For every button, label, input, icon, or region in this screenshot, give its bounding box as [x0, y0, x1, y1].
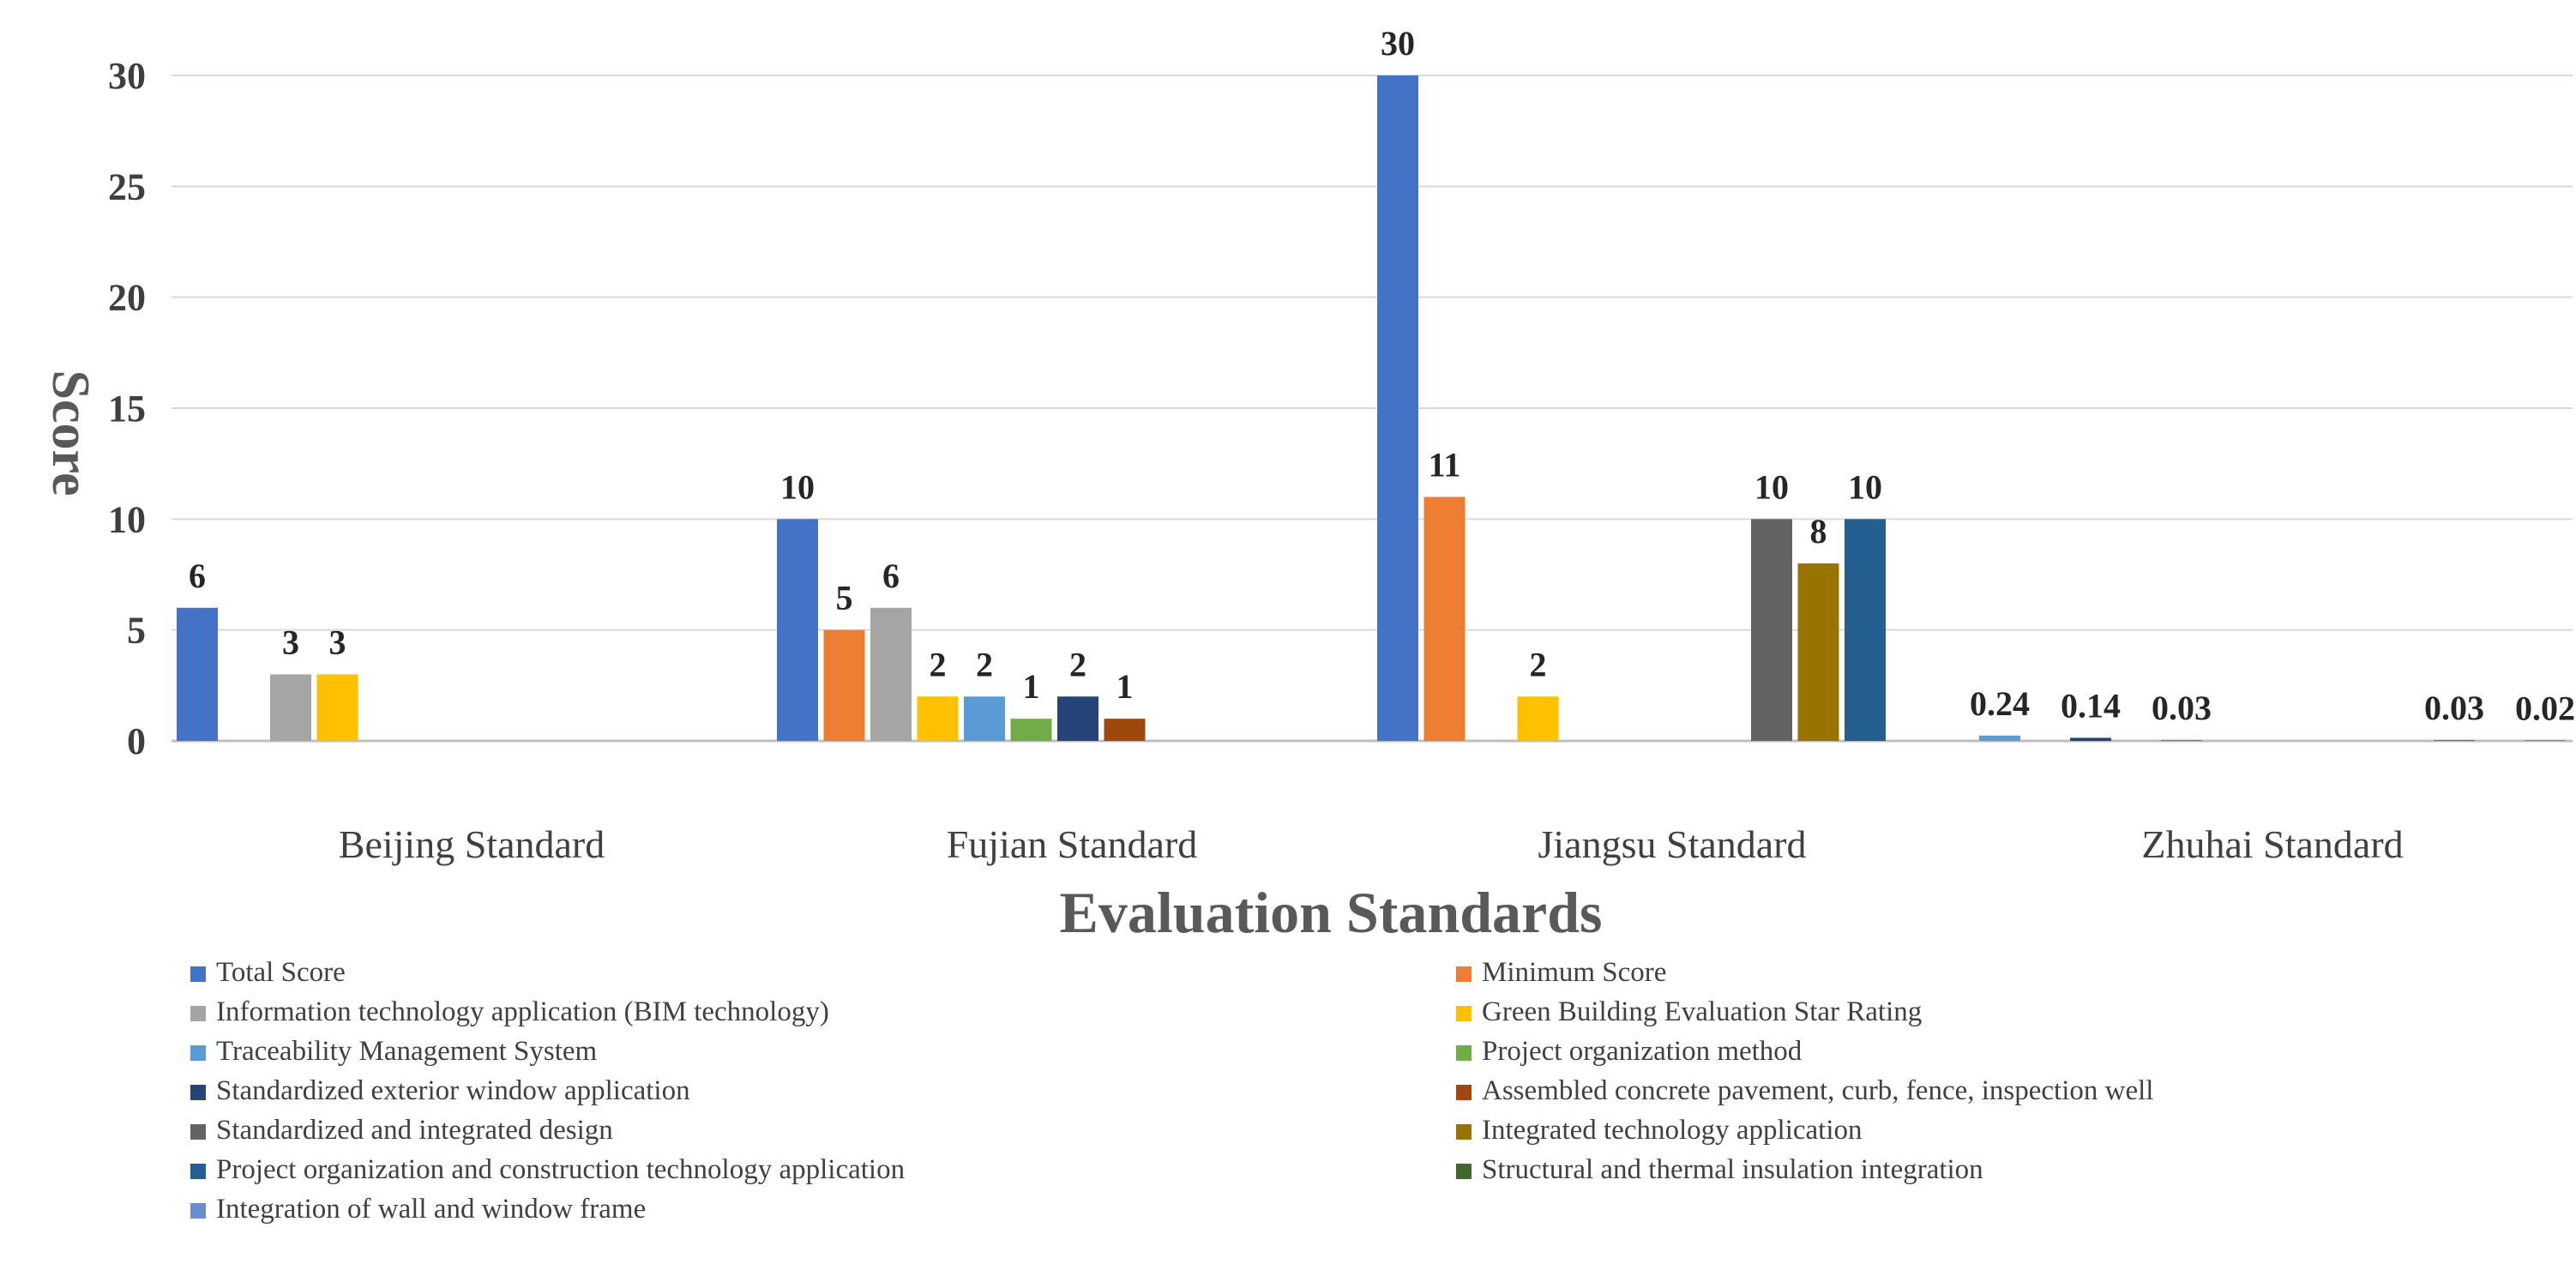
legend-swatch — [1456, 1085, 1472, 1100]
bar — [1751, 519, 1792, 741]
data-label: 1 — [1116, 667, 1134, 706]
x-axis-title: Evaluation Standards — [1060, 880, 1603, 945]
data-label: 6 — [882, 557, 900, 595]
bar — [177, 607, 218, 741]
bar — [1845, 519, 1886, 741]
data-label: 10 — [1848, 467, 1882, 506]
bar — [823, 629, 865, 741]
legend-swatch — [1456, 966, 1472, 982]
bar — [964, 696, 1005, 741]
data-label: 2 — [930, 645, 947, 683]
bar — [2525, 740, 2566, 741]
data-label: 0.03 — [2152, 689, 2212, 727]
data-label: 3 — [329, 623, 346, 661]
legend-label: Information technology application (BIM … — [216, 996, 829, 1027]
legend-swatch — [190, 1164, 206, 1179]
legend-label: Integration of wall and window frame — [216, 1194, 646, 1225]
bar — [2434, 740, 2475, 741]
y-axis-title: Score — [41, 370, 99, 497]
bar — [1517, 696, 1559, 741]
bars — [177, 75, 2566, 741]
legend-label: Traceability Management System — [216, 1036, 598, 1067]
data-label: 0.24 — [1970, 684, 2030, 723]
data-label: 5 — [836, 579, 853, 617]
legend-label: Assembled concrete pavement, curb, fence… — [1482, 1075, 2153, 1106]
data-label: 1 — [1023, 667, 1040, 706]
legend-swatch — [190, 1203, 206, 1219]
data-label: 8 — [1810, 512, 1827, 551]
bar — [1377, 75, 1418, 741]
data-label: 30 — [1381, 24, 1415, 63]
bar — [1010, 719, 1052, 741]
x-tick-label: Beijing Standard — [339, 822, 605, 866]
legend-label: Integrated technology application — [1482, 1115, 1863, 1146]
legend-label: Project organization and construction te… — [216, 1154, 905, 1185]
y-tick-label: 15 — [108, 388, 146, 430]
x-axis-categories: Beijing Standard Fujian Standard Jiangsu S… — [339, 822, 2404, 866]
bar — [870, 607, 912, 741]
legend: Total Score Minimum Score Information tech… — [190, 957, 2153, 1225]
data-label: 0.03 — [2424, 689, 2484, 727]
data-label: 10 — [780, 467, 815, 506]
gridlines — [172, 75, 2573, 743]
bar — [2161, 740, 2202, 741]
data-label: 2 — [1530, 645, 1547, 683]
data-label: 2 — [976, 645, 993, 683]
bar — [917, 696, 959, 741]
bar — [316, 674, 358, 741]
data-label: 2 — [1069, 645, 1086, 683]
bar — [1104, 719, 1146, 741]
y-axis-ticks: 0 5 10 15 20 25 30 — [108, 55, 146, 762]
legend-swatch — [1456, 1045, 1472, 1061]
legend-label: Total Score — [216, 957, 346, 988]
data-label: 10 — [1754, 467, 1789, 506]
y-tick-label: 25 — [108, 166, 146, 208]
data-label: 6 — [189, 557, 206, 595]
legend-swatch — [190, 966, 206, 982]
legend-swatch — [190, 1006, 206, 1021]
x-tick-label: Fujian Standard — [947, 822, 1198, 866]
legend-swatch — [1456, 1006, 1472, 1021]
legend-swatch — [1456, 1164, 1472, 1179]
x-tick-label: Zhuhai Standard — [2141, 822, 2403, 866]
y-tick-label: 5 — [127, 610, 146, 652]
bar — [2070, 737, 2111, 741]
bar — [1979, 735, 2020, 741]
data-label: 0.14 — [2061, 686, 2121, 725]
bar — [1057, 696, 1098, 741]
legend-label: Project organization method — [1482, 1036, 1803, 1067]
x-tick-label: Jiangsu Standard — [1538, 822, 1806, 866]
data-label: 3 — [282, 623, 299, 661]
data-label: 11 — [1429, 445, 1461, 484]
bar — [270, 674, 311, 741]
bar — [1797, 563, 1839, 741]
legend-swatch — [190, 1045, 206, 1061]
legend-label: Green Building Evaluation Star Rating — [1482, 996, 1922, 1027]
legend-label: Minimum Score — [1482, 957, 1666, 988]
y-tick-label: 20 — [108, 277, 146, 319]
legend-label: Structural and thermal insulation integr… — [1482, 1154, 1983, 1185]
legend-swatch — [190, 1085, 206, 1100]
y-tick-label: 0 — [127, 720, 146, 762]
bar — [777, 519, 818, 741]
legend-label: Standardized and integrated design — [216, 1115, 613, 1146]
bar — [1423, 497, 1466, 741]
y-tick-label: 30 — [108, 55, 146, 97]
legend-swatch — [1456, 1124, 1472, 1140]
legend-label: Standardized exterior window application — [216, 1075, 690, 1106]
y-tick-label: 10 — [108, 498, 146, 540]
legend-swatch — [190, 1124, 206, 1140]
data-label: 0.02 — [2515, 689, 2575, 727]
